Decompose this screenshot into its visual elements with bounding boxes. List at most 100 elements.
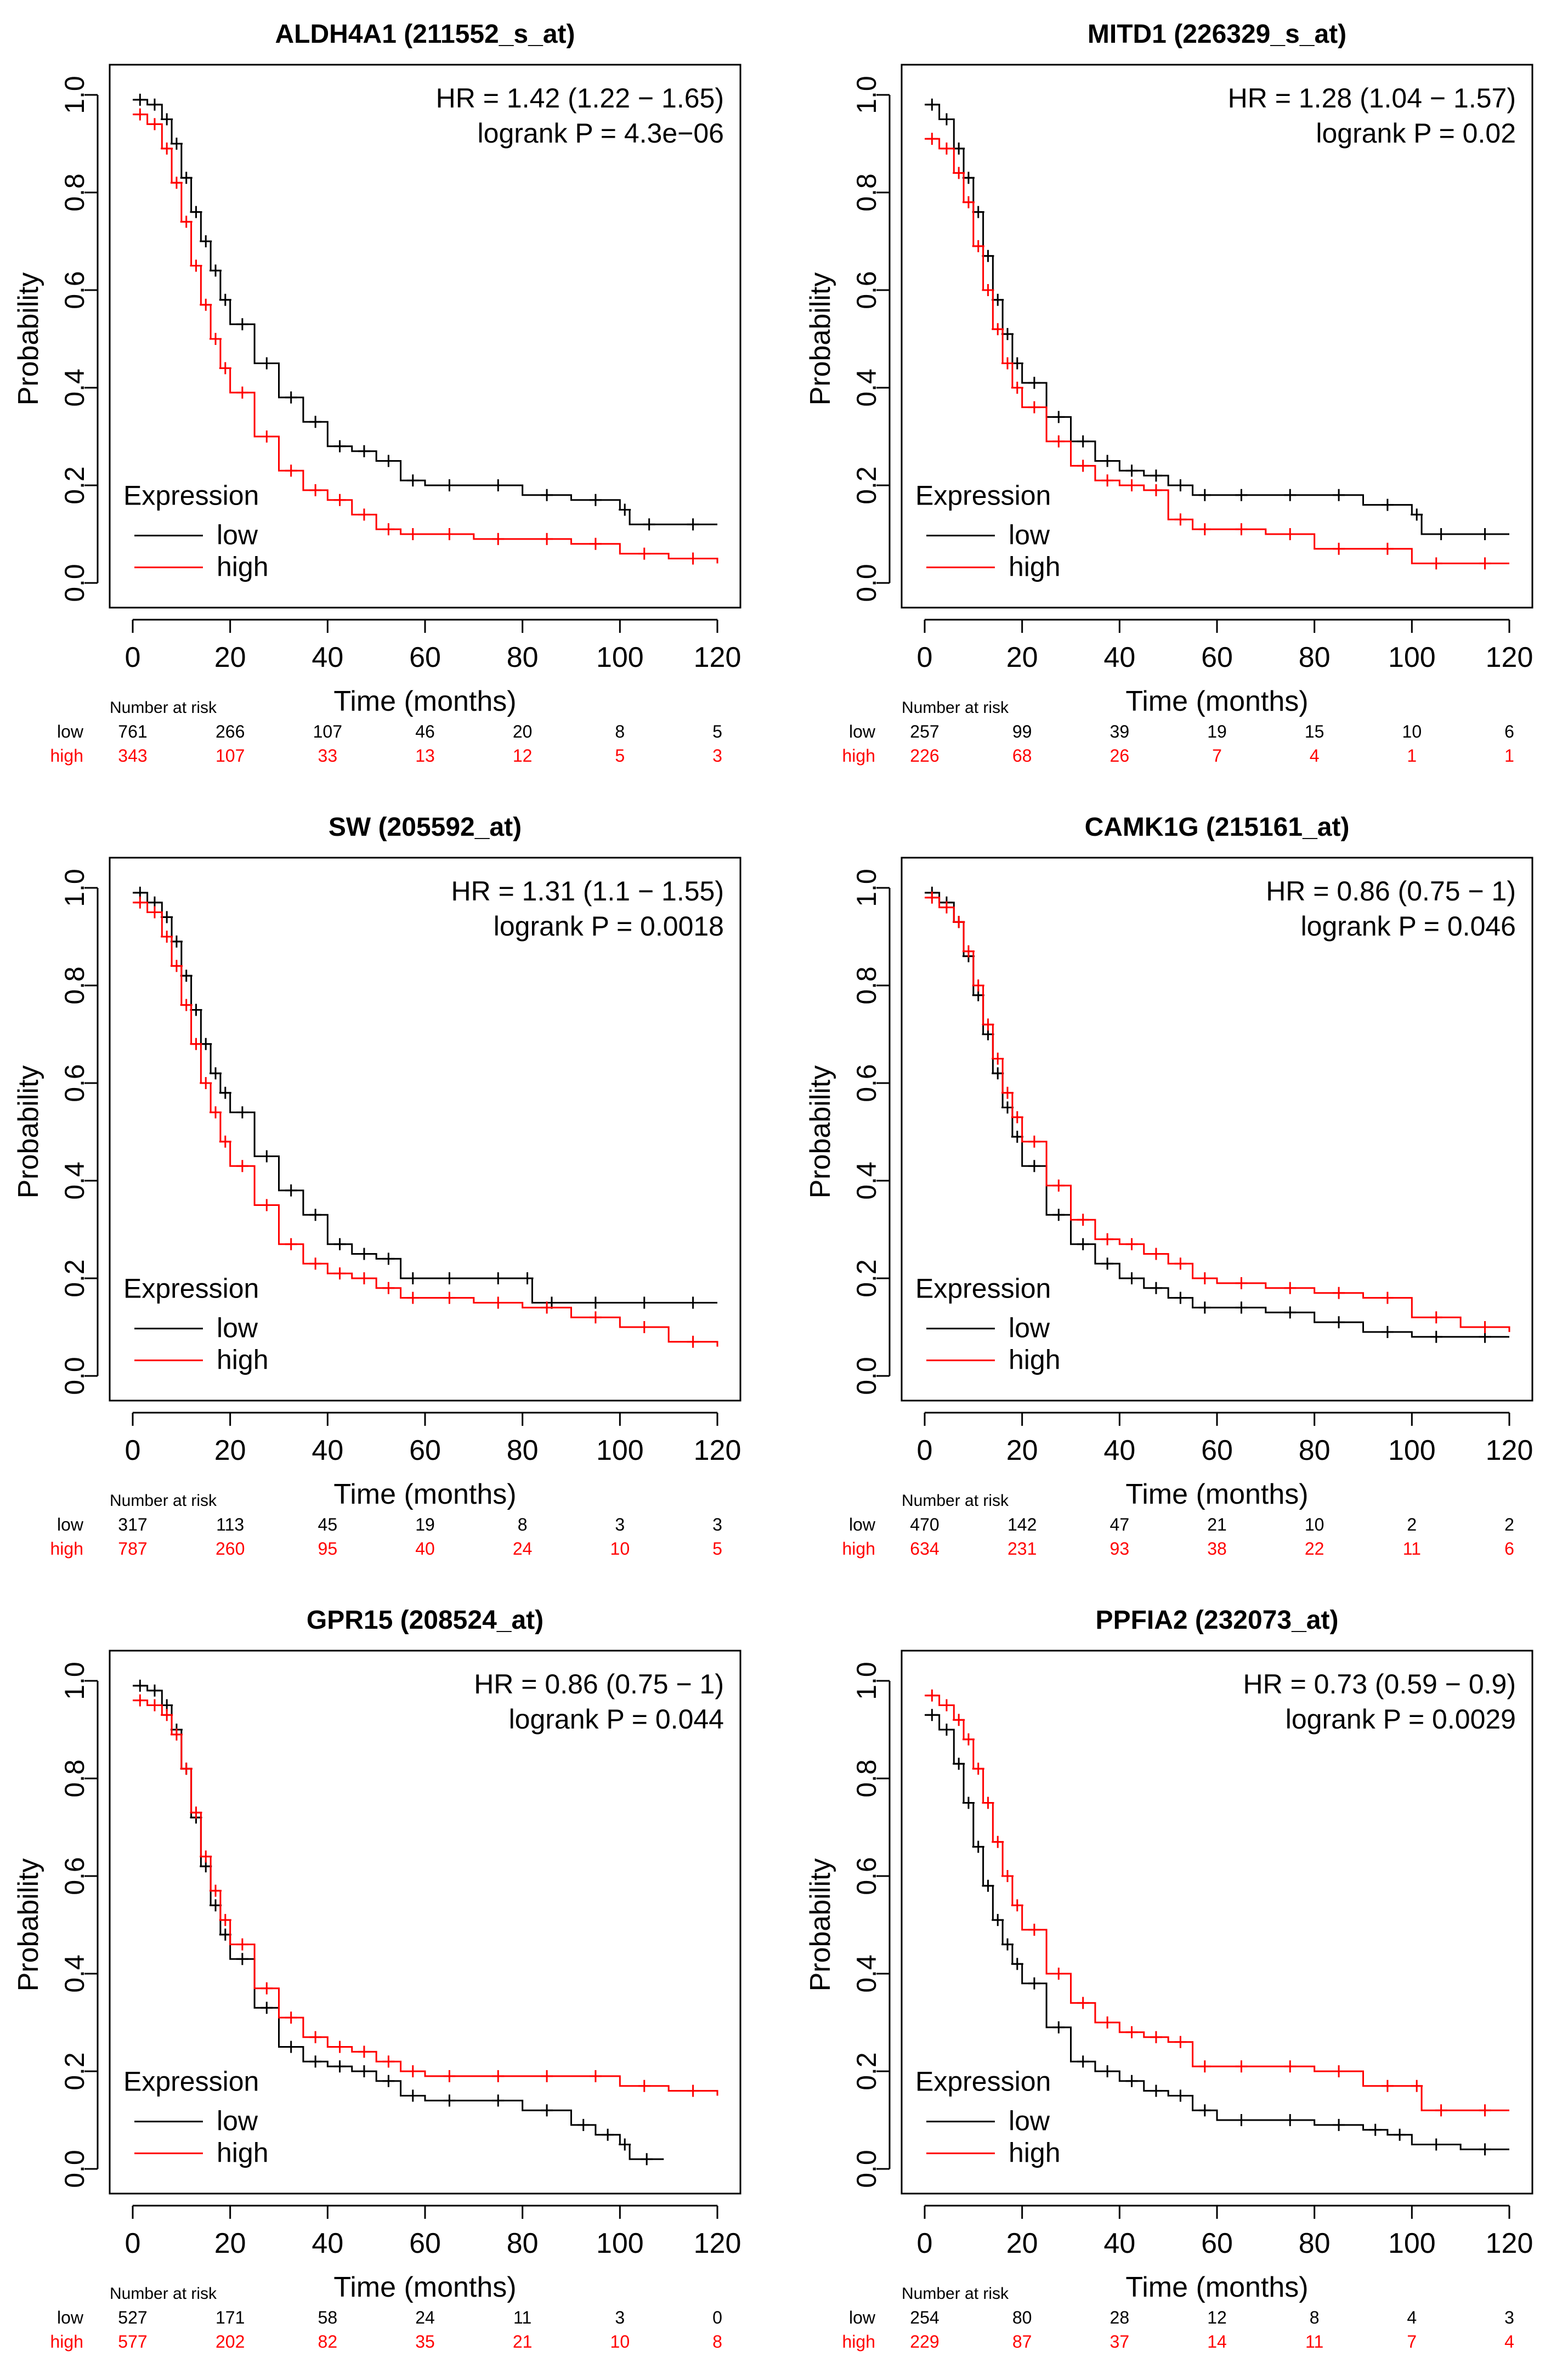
censor-mark-high [492, 1296, 505, 1309]
hazard-ratio-text: HR = 1.31 (1.1 − 1.55) [451, 876, 724, 906]
censor-mark-high [210, 1106, 222, 1119]
risk-count-high: 577 [118, 2332, 147, 2352]
censor-mark-low [200, 235, 212, 247]
y-tick-label: 0.4 [851, 1161, 882, 1200]
hazard-ratio-text: HR = 0.86 (0.75 − 1) [474, 1669, 724, 1699]
censor-mark-low [521, 1272, 534, 1284]
censor-mark-low [1052, 2021, 1065, 2033]
y-tick-label: 0.8 [851, 1759, 882, 1798]
censor-mark-high [1333, 2065, 1345, 2077]
censor-mark-low [1125, 1272, 1138, 1284]
risk-count-high: 1 [1504, 746, 1514, 766]
x-tick-label: 80 [1299, 1435, 1331, 1466]
censor-mark-high [200, 1850, 212, 1863]
risk-count-high: 787 [118, 1539, 147, 1559]
x-axis-label: Time (months) [1125, 1478, 1308, 1510]
x-axis-label: Time (months) [333, 685, 516, 717]
censor-mark-high [170, 960, 183, 972]
censor-mark-high [261, 1982, 273, 1995]
censor-mark-low [1479, 2143, 1491, 2156]
censor-mark-low [1150, 2084, 1162, 2097]
censor-mark-high [358, 1272, 370, 1284]
x-tick-label: 0 [917, 642, 933, 673]
censor-mark-high [1430, 557, 1442, 570]
risk-count-low: 2 [1407, 1515, 1417, 1534]
censor-mark-high [1479, 2104, 1491, 2117]
x-tick-label: 40 [1103, 1435, 1135, 1466]
y-tick-label: 0.0 [59, 1357, 90, 1395]
x-tick-label: 40 [1103, 642, 1135, 673]
censor-mark-low [1430, 1330, 1442, 1343]
risk-count-high: 202 [216, 2332, 245, 2352]
risk-count-low: 15 [1305, 722, 1324, 741]
censor-mark-low [333, 2060, 346, 2073]
censor-mark-high [309, 1257, 322, 1270]
censor-mark-high [382, 523, 395, 536]
censor-mark-high [443, 1291, 456, 1304]
censor-mark-low [545, 1296, 558, 1309]
censor-mark-high [1435, 2104, 1447, 2117]
x-tick-label: 20 [1006, 1435, 1038, 1466]
risk-table-title: Number at risk [110, 2285, 217, 2303]
censor-mark-low [1077, 1238, 1089, 1250]
censor-mark-low [492, 479, 505, 491]
censor-mark-low [333, 440, 346, 452]
plot-frame [901, 1650, 1533, 2195]
y-tick-label: 1.0 [59, 76, 90, 114]
risk-count-low: 10 [1305, 1515, 1324, 1534]
censor-mark-low [589, 1296, 602, 1309]
censor-mark-low [1235, 2114, 1248, 2126]
censor-mark-high [1174, 2036, 1187, 2048]
censor-mark-low [210, 1067, 222, 1080]
km-panel-3: SW (205592_at) 0 20 40 60 80 100 120 Time (month… [13, 813, 741, 1559]
censor-mark-high [148, 906, 161, 919]
risk-count-low: 45 [318, 1515, 338, 1534]
plot-frame [901, 64, 1533, 609]
risk-count-high: 40 [415, 1539, 435, 1559]
hazard-ratio-text: HR = 1.28 (1.04 − 1.57) [1228, 83, 1516, 114]
legend-label-high: high [217, 552, 269, 582]
censor-mark-low [1284, 1306, 1297, 1319]
censor-mark-high [953, 1714, 965, 1726]
censor-mark-low [638, 1296, 650, 1309]
censor-mark-low [1001, 1101, 1014, 1114]
x-tick-label: 100 [1388, 642, 1436, 673]
censor-mark-high [219, 362, 231, 375]
censor-mark-low [1284, 2114, 1297, 2126]
censor-mark-high [134, 108, 146, 121]
censor-mark-low [602, 2128, 614, 2141]
censor-mark-low [926, 1709, 938, 1721]
censor-mark-low [1435, 528, 1447, 540]
censor-mark-high [982, 1018, 994, 1031]
x-axis-label: Time (months) [333, 2271, 516, 2303]
x-tick-label: 20 [214, 2228, 246, 2259]
risk-row-label-high: high [842, 2332, 876, 2352]
x-tick-label: 60 [409, 2228, 441, 2259]
risk-row-label-low: low [57, 2308, 84, 2327]
risk-row-label-high: high [50, 746, 84, 766]
censor-mark-high [638, 1321, 650, 1333]
x-tick-label: 120 [694, 642, 741, 673]
x-tick-label: 100 [596, 1435, 644, 1466]
censor-mark-high [1381, 542, 1394, 555]
chart-title: PPFIA2 (232073_at) [1096, 1606, 1339, 1635]
censor-mark-high [309, 484, 322, 496]
y-tick-label: 0.4 [851, 369, 882, 407]
censor-mark-high [1198, 2060, 1211, 2073]
censor-mark-high [180, 999, 193, 1011]
censor-mark-high [940, 901, 953, 914]
censor-mark-low [190, 206, 202, 218]
x-axis-label: Time (months) [1125, 2271, 1308, 2303]
censor-mark-high [358, 2046, 370, 2058]
censor-mark-high [1333, 542, 1345, 555]
censor-mark-low [309, 416, 322, 428]
chart-title: CAMK1G (215161_at) [1085, 813, 1350, 842]
censor-mark-high [219, 1135, 231, 1148]
risk-count-high: 21 [513, 2332, 533, 2352]
risk-count-high: 6 [1504, 1539, 1514, 1559]
censor-mark-low [406, 2089, 419, 2102]
censor-mark-low [1333, 489, 1345, 501]
risk-count-low: 0 [712, 2308, 722, 2327]
censor-mark-high [926, 1689, 938, 1702]
